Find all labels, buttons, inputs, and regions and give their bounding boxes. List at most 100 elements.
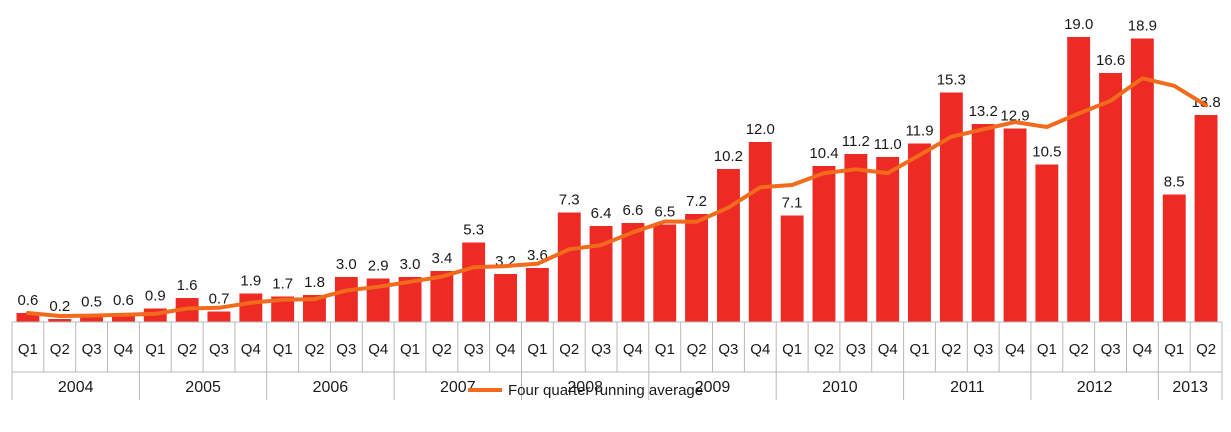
value-label-4: 0.9 (145, 288, 166, 305)
value-label-18: 6.4 (591, 205, 612, 222)
quarter-label-37: Q2 (1196, 341, 1216, 358)
bar-23 (748, 142, 772, 322)
quarter-label-7: Q4 (241, 341, 261, 358)
bar-7 (239, 293, 263, 322)
quarter-label-10: Q3 (336, 341, 356, 358)
value-label-5: 1.6 (177, 277, 198, 294)
value-label-34: 16.6 (1096, 52, 1125, 69)
year-label-2008: 2008 (567, 379, 603, 396)
bar-2 (80, 314, 103, 322)
bar-29 (939, 92, 963, 322)
bar-33 (1067, 37, 1091, 322)
bar-19 (621, 223, 645, 322)
year-label-2011: 2011 (950, 379, 985, 396)
quarter-label-1: Q2 (50, 341, 70, 358)
year-label-2007: 2007 (440, 379, 476, 396)
quarter-label-5: Q2 (177, 341, 197, 358)
running-average-line (25, 76, 1209, 318)
quarter-label-13: Q2 (432, 341, 452, 358)
quarter-label-20: Q1 (655, 341, 675, 358)
year-label-2012: 2012 (1077, 379, 1113, 396)
year-label-2010: 2010 (822, 379, 858, 396)
bar-10 (334, 277, 358, 322)
legend-label-running-average: Four quarter running average (508, 382, 703, 399)
value-label-22: 10.2 (714, 148, 743, 165)
quarter-label-22: Q3 (718, 341, 738, 358)
value-label-23: 12.0 (746, 121, 775, 138)
value-label-33: 19.0 (1064, 16, 1093, 33)
bar-28 (908, 143, 931, 322)
bar-22 (717, 169, 740, 322)
bar-3 (112, 313, 135, 322)
bar-21 (685, 214, 708, 322)
year-label-2009: 2009 (695, 379, 731, 396)
bar-18 (589, 226, 613, 322)
quarter-label-29: Q2 (941, 341, 961, 358)
value-label-19: 6.6 (622, 202, 643, 219)
quarter-label-34: Q3 (1101, 341, 1121, 358)
bar-27 (876, 157, 900, 322)
value-labels-group: 0.6 0.2 0.5 0.6 0.9 1.6 0.7 1.9 1.7 1.8 3.0 2.9 3.0 3… (17, 16, 1220, 315)
value-label-11: 2.9 (368, 258, 389, 275)
quarter-label-27: Q4 (878, 341, 898, 358)
quarter-label-17: Q2 (559, 341, 579, 358)
value-label-9: 1.8 (304, 274, 325, 291)
quarter-label-15: Q4 (496, 341, 516, 358)
quarter-label-30: Q3 (973, 341, 993, 358)
value-label-8: 1.7 (272, 276, 293, 293)
quarter-label-2: Q3 (82, 341, 102, 358)
year-label-2005: 2005 (185, 379, 221, 396)
value-label-12: 3.0 (400, 256, 421, 273)
value-label-2: 0.5 (81, 294, 102, 311)
value-label-3: 0.6 (113, 292, 134, 309)
bar-31 (1003, 128, 1027, 322)
quarter-label-16: Q1 (527, 341, 547, 358)
bar-20 (653, 224, 677, 322)
value-label-30: 13.2 (969, 103, 998, 120)
bar-1 (48, 319, 72, 322)
bars-group (16, 37, 1218, 322)
quarter-label-6: Q3 (209, 341, 229, 358)
quarter-label-4: Q1 (145, 341, 165, 358)
quarter-label-19: Q4 (623, 341, 643, 358)
quarter-label-23: Q4 (750, 341, 770, 358)
bar-30 (971, 124, 995, 322)
value-label-0: 0.6 (17, 292, 38, 309)
x-axis: Q1 Q2 Q3 Q4 Q1 Q2 Q3 Q4 Q1 Q2 Q3 Q4 Q1 Q2 Q3 Q4 Q1 Q2 Q3 Q4… (11, 321, 1223, 400)
value-label-31: 12.9 (1000, 108, 1029, 125)
value-label-6: 0.7 (209, 291, 230, 308)
bar-9 (303, 295, 326, 322)
quarter-label-36: Q1 (1164, 341, 1184, 358)
value-label-26: 11.2 (842, 133, 870, 150)
year-label-2013: 2013 (1172, 379, 1208, 396)
value-label-21: 7.2 (686, 193, 707, 210)
value-label-29: 15.3 (937, 72, 966, 89)
value-label-17: 7.3 (559, 192, 580, 209)
quarter-label-35: Q4 (1132, 341, 1152, 358)
bar-6 (207, 311, 231, 322)
value-label-37: 13.8 (1191, 94, 1220, 111)
year-label-2004: 2004 (58, 379, 94, 396)
year-label-2006: 2006 (313, 379, 349, 396)
value-label-24: 7.1 (782, 195, 803, 212)
value-label-14: 5.3 (463, 222, 484, 239)
value-label-1: 0.2 (49, 298, 70, 315)
quarter-label-21: Q2 (687, 341, 707, 358)
value-label-25: 10.4 (809, 145, 838, 162)
bar-16 (525, 268, 549, 322)
bar-8 (271, 296, 295, 322)
quarter-label-0: Q1 (18, 341, 38, 358)
quarter-label-18: Q3 (591, 341, 611, 358)
quarter-label-3: Q4 (113, 341, 133, 358)
legend: Four quarter running average (468, 382, 703, 399)
quarter-label-26: Q3 (846, 341, 866, 358)
quarter-label-24: Q1 (782, 341, 802, 358)
bar-35 (1130, 38, 1154, 322)
bar-0 (16, 313, 40, 322)
quarter-label-28: Q1 (909, 341, 929, 358)
value-label-28: 11.9 (905, 123, 933, 140)
bar-12 (398, 277, 422, 322)
bar-26 (844, 154, 868, 322)
